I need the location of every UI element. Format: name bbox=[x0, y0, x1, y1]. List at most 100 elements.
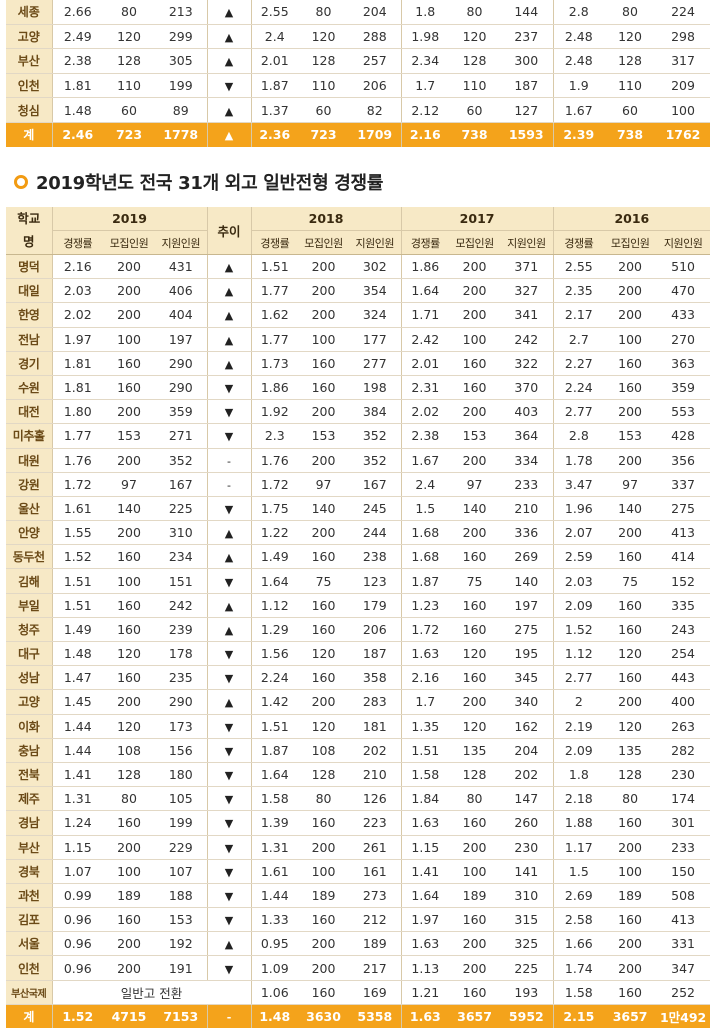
cell-a2018: 277 bbox=[349, 351, 402, 376]
cell-trend: - bbox=[206, 472, 252, 497]
cell-q2017: 120 bbox=[449, 24, 500, 50]
school-name: 경기 bbox=[6, 351, 52, 376]
cell-a2016: 252 bbox=[656, 980, 711, 1005]
cell-q2016: 128 bbox=[604, 48, 656, 74]
trend-down-icon: ▼ bbox=[224, 769, 234, 783]
cell-q2018: 200 bbox=[298, 931, 350, 957]
cell-a2018: 352 bbox=[349, 423, 402, 449]
table-row: 대구 1.48 120 178 ▼ 1.56 120 187 1.63 120 195 1.12 120… bbox=[6, 641, 711, 667]
cell-q2018: 128 bbox=[298, 48, 349, 74]
cell-trend: ▼ bbox=[206, 762, 252, 788]
cell-q2017: 200 bbox=[449, 302, 501, 328]
cell-r2019: 2.66 bbox=[51, 0, 103, 25]
cell-a2016: 400 bbox=[656, 689, 711, 715]
table-row: 명덕 2.16 200 431 ▲ 1.51 200 302 1.86 200 371 2.55 200… bbox=[6, 254, 711, 280]
cell-trend: ▲ bbox=[206, 278, 252, 304]
cell-q2019: 723 bbox=[103, 122, 155, 147]
cell-r2016: 2.07 bbox=[552, 520, 605, 546]
cell-a2016: 282 bbox=[656, 738, 711, 763]
cell-r2016: 1.74 bbox=[552, 955, 605, 981]
school-name: 고양 bbox=[6, 24, 52, 50]
cell-q2018: 120 bbox=[298, 24, 349, 50]
cell-q2017: 160 bbox=[449, 907, 501, 933]
cell-q2018: 75 bbox=[298, 568, 350, 594]
table-row: 경북 1.07 100 107 ▼ 1.61 100 161 1.41 100 141 1.5 100 1… bbox=[6, 859, 711, 884]
cell-q2017: 100 bbox=[449, 327, 501, 352]
cell-r2017: 1.23 bbox=[400, 593, 450, 618]
cell-q2016: 200 bbox=[604, 955, 657, 981]
cell-a2019: 290 bbox=[155, 351, 208, 376]
cell-r2018: 1.48 bbox=[250, 1004, 299, 1028]
cell-a2018: 288 bbox=[349, 24, 401, 50]
cell-r2017: 1.7 bbox=[400, 689, 450, 715]
cell-r2019: 1.44 bbox=[51, 714, 103, 739]
cell-r2017: 2.12 bbox=[400, 97, 449, 123]
cell-q2017: 738 bbox=[449, 122, 500, 147]
cell-a2016: 230 bbox=[656, 762, 711, 788]
trend-down-icon: ▼ bbox=[224, 672, 234, 686]
cell-q2018: 200 bbox=[298, 448, 350, 473]
cell-trend: ▲ bbox=[206, 689, 252, 715]
cell-q2018: 200 bbox=[298, 254, 350, 280]
school-name: 인천 bbox=[6, 955, 52, 981]
cell-trend: ▼ bbox=[206, 665, 252, 691]
cell-r2018: 2.4 bbox=[250, 24, 298, 50]
cell-r2016: 2.8 bbox=[552, 0, 604, 25]
cell-q2016: 80 bbox=[604, 0, 656, 25]
cell-q2017: 75 bbox=[449, 568, 501, 594]
cell-a2018: 187 bbox=[349, 641, 402, 667]
year-2017-header: 2017 bbox=[400, 207, 554, 231]
cell-a2017: 195 bbox=[500, 641, 554, 667]
table-row: 수원 1.81 160 290 ▼ 1.86 160 198 2.31 160 370 2.24 160… bbox=[6, 375, 711, 401]
cell-r2017: 2.16 bbox=[400, 665, 450, 691]
cell-a2018: 206 bbox=[349, 73, 401, 99]
cell-r2016: 1.96 bbox=[552, 496, 605, 522]
cell-trend: ▼ bbox=[206, 568, 252, 594]
cell-a2016: 553 bbox=[656, 399, 711, 425]
cell-q2018: 160 bbox=[298, 907, 350, 933]
cell-a2018: 169 bbox=[349, 980, 402, 1005]
school-name: 청심 bbox=[6, 97, 52, 123]
cell-r2018: 1.37 bbox=[250, 97, 298, 123]
cell-r2017: 1.71 bbox=[400, 302, 450, 328]
cell-a2018: 177 bbox=[349, 327, 402, 352]
cell-a2016: 510 bbox=[656, 254, 711, 280]
cell-q2017: 200 bbox=[449, 448, 501, 473]
column-header-applicants: 지원인원 bbox=[500, 230, 554, 255]
cell-q2016: 153 bbox=[604, 423, 657, 449]
cell-r2016: 2.58 bbox=[552, 907, 605, 933]
cell-q2019: 120 bbox=[103, 641, 155, 667]
cell-r2018: 1.42 bbox=[250, 689, 299, 715]
table-row: 한영 2.02 200 404 ▲ 1.62 200 324 1.71 200 341 2.17 200… bbox=[6, 302, 711, 328]
cell-r2017: 1.84 bbox=[400, 786, 450, 812]
cell-r2016: 1.67 bbox=[552, 97, 604, 123]
cell-a2019: 406 bbox=[155, 278, 208, 304]
table-row: 안양 1.55 200 310 ▲ 1.22 200 244 1.68 200 336 2.07 200… bbox=[6, 520, 711, 546]
conversion-note: 일반고 전환 bbox=[51, 980, 252, 1005]
column-header-quota: 모집인원 bbox=[604, 230, 657, 255]
cell-q2017: 128 bbox=[449, 48, 500, 74]
cell-r2016: 2 bbox=[552, 689, 605, 715]
table-row: 고양 2.49 120 299 ▲ 2.4 120 288 1.98 120 237 2.48 120 2… bbox=[6, 24, 710, 50]
table-row: 동두천 1.52 160 234 ▲ 1.49 160 238 1.68 160 269 2.59 16… bbox=[6, 544, 711, 570]
cell-a2018: 352 bbox=[349, 448, 402, 473]
cell-q2019: 100 bbox=[103, 859, 155, 884]
cell-r2019: 1.52 bbox=[51, 1004, 103, 1028]
cell-a2018: 189 bbox=[349, 931, 402, 957]
cell-a2016: 359 bbox=[656, 375, 711, 401]
cell-a2016: 363 bbox=[656, 351, 711, 376]
cell-r2018: 1.51 bbox=[250, 254, 299, 280]
cell-r2019: 1.81 bbox=[51, 73, 103, 99]
cell-r2018: 0.95 bbox=[250, 931, 299, 957]
cell-a2018: 82 bbox=[349, 97, 401, 123]
competition-table: 학교 명 2019 추이 2018 2017 2016 경쟁률 모집인원 지원인원 경… bbox=[6, 207, 711, 1028]
cell-q2018: 108 bbox=[298, 738, 350, 763]
cell-a2017: 334 bbox=[500, 448, 554, 473]
cell-a2019: 229 bbox=[155, 835, 208, 860]
cell-a2016: 254 bbox=[656, 641, 711, 667]
cell-r2019: 0.96 bbox=[51, 907, 103, 933]
cell-trend: ▼ bbox=[206, 399, 252, 425]
cell-a2016: 356 bbox=[656, 448, 711, 473]
cell-a2018: 126 bbox=[349, 786, 402, 812]
cell-q2019: 120 bbox=[103, 24, 155, 50]
